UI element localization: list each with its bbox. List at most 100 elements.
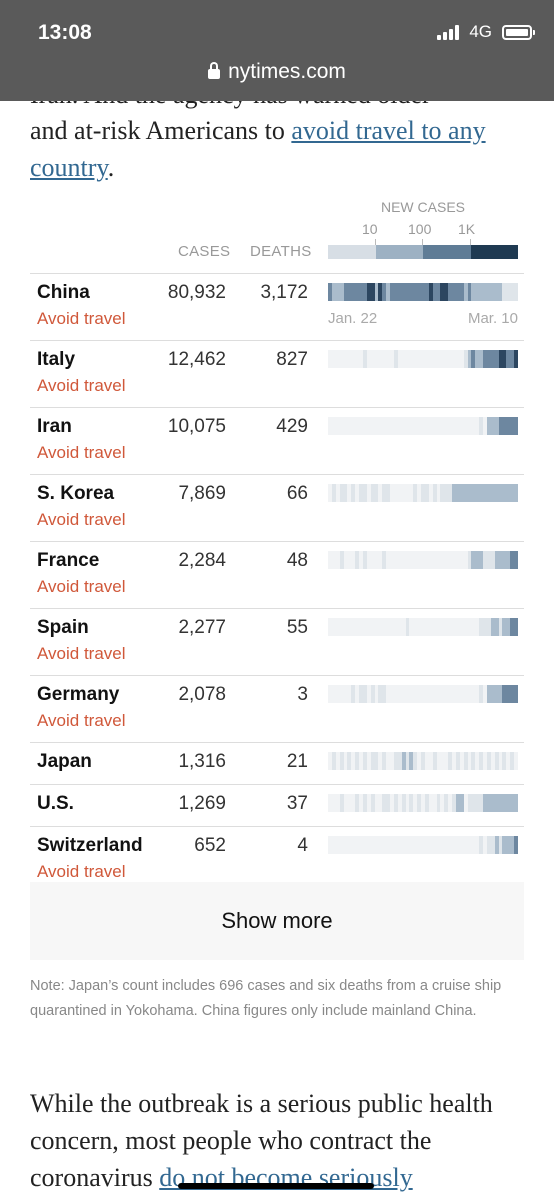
- day-cell: [421, 283, 425, 301]
- day-cell: [514, 484, 518, 502]
- day-cell: [417, 350, 421, 368]
- legend-swatch: [328, 245, 376, 259]
- day-cell: [428, 551, 433, 569]
- travel-advisory: Avoid travel: [37, 711, 126, 730]
- day-cell: [417, 417, 421, 435]
- day-cell: [494, 618, 499, 636]
- day-cell: [421, 484, 425, 502]
- deaths-value: 37: [286, 793, 308, 814]
- avoid-travel-link[interactable]: avoid travel to any country: [30, 116, 486, 182]
- day-cell: [366, 794, 371, 812]
- day-cell: [502, 618, 507, 636]
- day-cell: [339, 350, 344, 368]
- travel-advisory: Avoid travel: [37, 309, 126, 328]
- day-cell: [514, 836, 518, 854]
- day-cell: [382, 484, 387, 502]
- day-cell: [502, 836, 507, 854]
- home-indicator[interactable]: [178, 1183, 374, 1189]
- day-cell: [490, 794, 495, 812]
- day-cell: [351, 350, 356, 368]
- day-cell: [351, 685, 356, 703]
- country-name: U.S.: [37, 793, 74, 814]
- day-cell: [405, 350, 410, 368]
- country-name: France: [37, 550, 100, 571]
- country-name: Switzerland: [37, 835, 143, 856]
- day-cell: [347, 283, 352, 301]
- day-cell: [494, 794, 499, 812]
- day-cell: [483, 283, 487, 301]
- day-cell: [424, 551, 429, 569]
- country-name: Germany: [37, 684, 120, 705]
- day-cell: [331, 283, 336, 301]
- day-cell: [409, 350, 414, 368]
- day-cell: [440, 484, 445, 502]
- legend-swatch: [375, 245, 423, 259]
- day-cell: [343, 752, 348, 770]
- day-cell: [494, 752, 499, 770]
- day-cell: [452, 283, 456, 301]
- day-cell: [475, 350, 480, 368]
- day-cell: [436, 752, 441, 770]
- day-cell: [386, 794, 390, 812]
- day-cell: [339, 484, 344, 502]
- day-cell: [459, 283, 464, 301]
- day-cell: [393, 484, 398, 502]
- day-cell: [417, 618, 421, 636]
- day-cell: [359, 794, 363, 812]
- day-cell: [498, 350, 503, 368]
- day-cell: [475, 417, 480, 435]
- day-cell: [436, 618, 441, 636]
- cases-value: 652: [194, 835, 226, 856]
- day-cell: [463, 551, 468, 569]
- table-row: Iran Avoid travel 10,075 429: [30, 407, 524, 474]
- day-cell: [463, 283, 468, 301]
- clock: 13:08: [38, 21, 92, 44]
- day-cell: [506, 794, 511, 812]
- day-cell: [390, 283, 394, 301]
- day-cell: [355, 417, 359, 435]
- color-legend: [328, 245, 518, 259]
- address-bar[interactable]: nytimes.com: [0, 60, 554, 84]
- day-cell: [428, 685, 433, 703]
- day-cell: [417, 484, 421, 502]
- day-cell: [506, 484, 511, 502]
- day-cell: [510, 417, 514, 435]
- paragraph-end: .: [107, 153, 115, 182]
- day-cell: [378, 752, 383, 770]
- day-cell: [374, 417, 379, 435]
- day-cell: [436, 794, 441, 812]
- deaths-value: 21: [286, 751, 308, 772]
- day-cell: [413, 685, 418, 703]
- day-cell: [362, 551, 367, 569]
- day-cell: [459, 836, 464, 854]
- day-cell: [486, 350, 491, 368]
- cases-value: 80,932: [167, 282, 226, 303]
- day-cell: [424, 618, 429, 636]
- deaths-value: 4: [297, 835, 308, 856]
- day-cell: [397, 836, 402, 854]
- day-cell: [448, 551, 452, 569]
- day-cell: [343, 836, 348, 854]
- day-cell: [506, 752, 511, 770]
- day-cell: [483, 551, 487, 569]
- day-cell: [328, 283, 332, 301]
- day-cell: [370, 836, 375, 854]
- day-cell: [455, 484, 460, 502]
- day-cell: [355, 283, 359, 301]
- day-cell: [382, 350, 387, 368]
- cases-value: 7,869: [178, 483, 226, 504]
- day-cell: [502, 350, 507, 368]
- lock-icon: [208, 62, 221, 79]
- day-cell: [405, 484, 410, 502]
- show-more-button[interactable]: Show more: [30, 882, 524, 960]
- day-cell: [459, 685, 464, 703]
- day-cell: [362, 794, 367, 812]
- day-cell: [444, 836, 449, 854]
- legend-swatch: [470, 245, 518, 259]
- day-cell: [444, 283, 449, 301]
- day-cell: [440, 752, 445, 770]
- day-cell: [467, 551, 472, 569]
- day-cell: [378, 417, 383, 435]
- day-cell: [475, 794, 480, 812]
- day-cell: [510, 484, 514, 502]
